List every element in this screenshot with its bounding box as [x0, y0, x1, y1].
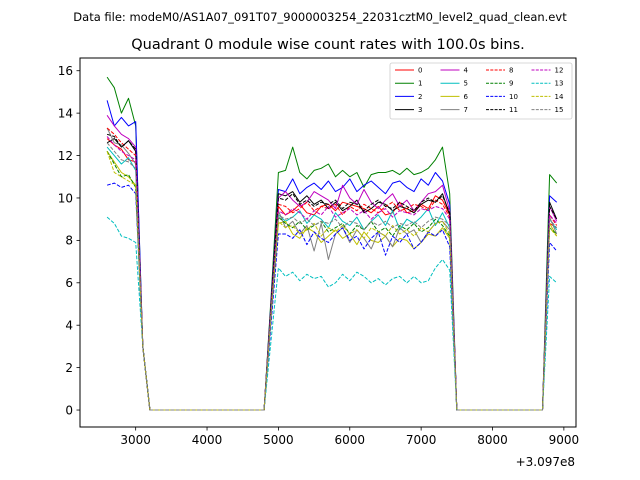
x-tick-label: 5000 — [263, 433, 294, 447]
y-tick-label: 2 — [65, 361, 73, 375]
y-tick-label: 14 — [58, 106, 73, 120]
legend-label: 11 — [509, 106, 518, 114]
legend-label: 3 — [418, 106, 422, 114]
y-axis: 0 2 4 6 8 10 12 14 16 — [58, 64, 80, 417]
figure-suptitle: Data file: modeM0/AS1A07_091T07_90000032… — [73, 10, 567, 24]
y-tick-label: 16 — [58, 64, 73, 78]
y-tick-label: 10 — [58, 191, 73, 205]
y-tick-label: 6 — [65, 276, 73, 290]
x-axis: 3000 4000 5000 6000 7000 8000 9000 — [120, 427, 579, 447]
legend-label: 4 — [464, 67, 469, 75]
legend-label: 2 — [418, 93, 422, 101]
y-tick-label: 0 — [65, 403, 73, 417]
y-tick-label: 12 — [58, 149, 73, 163]
chart-title: Quadrant 0 module wise count rates with … — [131, 37, 525, 53]
legend-label: 14 — [555, 93, 564, 101]
x-tick-label: 4000 — [192, 433, 223, 447]
legend-label: 0 — [418, 67, 422, 75]
legend-label: 10 — [509, 93, 518, 101]
y-tick-label: 4 — [65, 319, 73, 333]
legend-label: 13 — [555, 80, 564, 88]
plot-lines — [106, 76, 558, 411]
legend-label: 12 — [555, 67, 564, 75]
axes-frame — [79, 57, 577, 428]
legend-label: 9 — [509, 80, 513, 88]
legend-label: 7 — [464, 106, 468, 114]
x-offset-label: +3.097e8 — [516, 455, 575, 469]
legend-label: 1 — [418, 80, 422, 88]
x-tick-label: 3000 — [120, 433, 151, 447]
legend-box — [389, 62, 573, 120]
x-tick-label: 7000 — [406, 433, 437, 447]
y-tick-label: 8 — [65, 234, 73, 248]
legend-label: 8 — [509, 67, 513, 75]
legend-label: 5 — [464, 80, 468, 88]
series-line-15 — [106, 142, 558, 411]
legend-label: 6 — [464, 93, 469, 101]
legend-label: 15 — [555, 106, 564, 114]
x-tick-label: 6000 — [334, 433, 365, 447]
x-tick-label: 8000 — [477, 433, 508, 447]
x-tick-label: 9000 — [549, 433, 580, 447]
